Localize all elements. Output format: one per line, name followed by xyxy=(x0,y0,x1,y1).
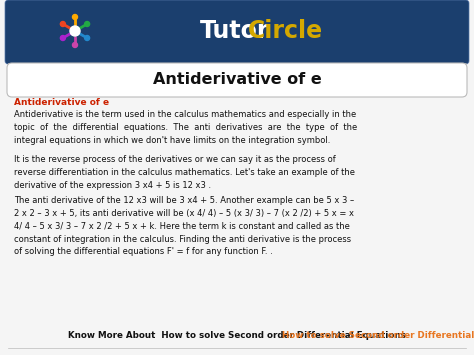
Circle shape xyxy=(60,22,65,27)
Circle shape xyxy=(85,22,90,27)
Text: Antiderivative is the term used in the calculus mathematics and especially in th: Antiderivative is the term used in the c… xyxy=(14,110,357,145)
Text: It is the reverse process of the derivatives or we can say it as the process of
: It is the reverse process of the derivat… xyxy=(14,155,355,190)
Text: The anti derivative of the 12 x3 will be 3 x4 + 5. Another example can be 5 x 3 : The anti derivative of the 12 x3 will be… xyxy=(14,196,354,256)
Text: Antiderivative of e: Antiderivative of e xyxy=(14,98,109,107)
Text: Know More About  How to solve Second order Differential Equations: Know More About How to solve Second orde… xyxy=(68,332,406,340)
Circle shape xyxy=(85,36,90,40)
Circle shape xyxy=(70,26,80,36)
Circle shape xyxy=(73,15,78,20)
Circle shape xyxy=(60,36,65,40)
Text: Circle: Circle xyxy=(248,19,323,43)
FancyBboxPatch shape xyxy=(7,63,467,97)
Text: Antiderivative of e: Antiderivative of e xyxy=(153,72,321,87)
Text: Tutor: Tutor xyxy=(200,19,270,43)
Text: How to solve Second order Differential Equations: How to solve Second order Differential E… xyxy=(276,332,474,340)
FancyBboxPatch shape xyxy=(5,0,469,64)
Circle shape xyxy=(73,43,78,48)
